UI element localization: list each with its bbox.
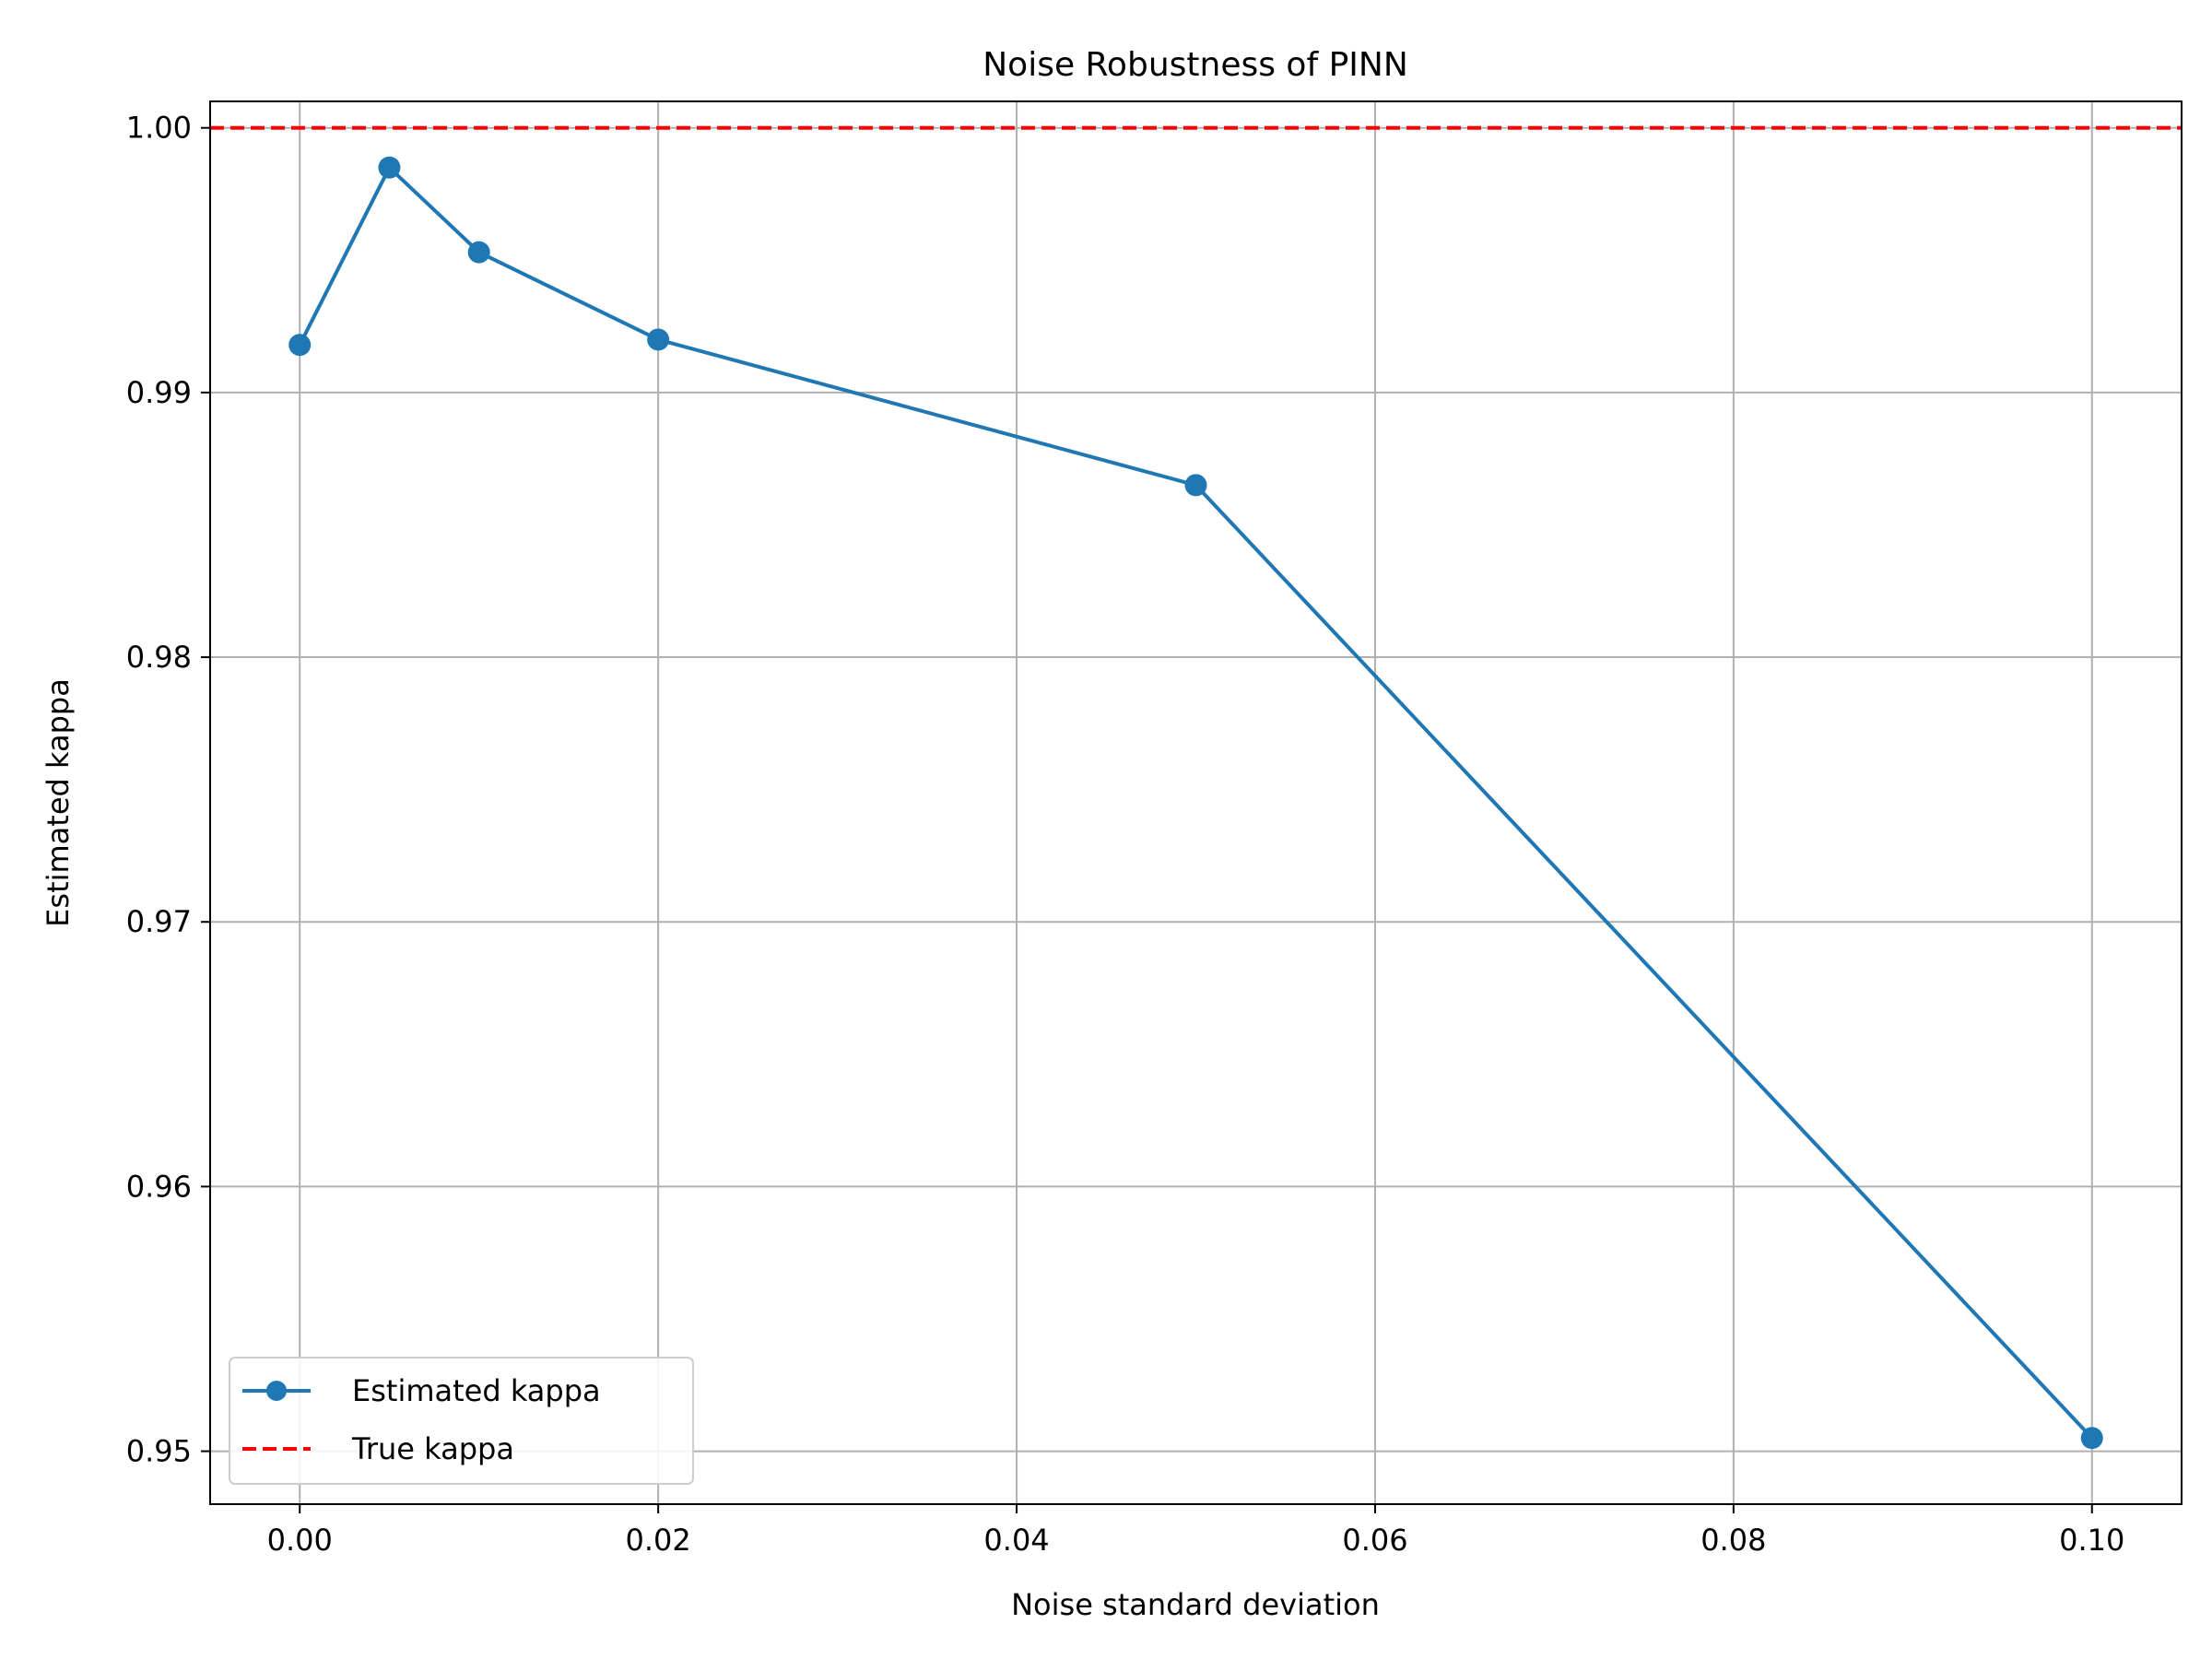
- grid: [210, 101, 2182, 1504]
- data-point: [1184, 474, 1207, 497]
- axis-ticks: 0.00 0.02 0.04 0.06 0.08 0.10 0.95 0.96 0.97 0.98…: [126, 111, 2125, 1558]
- data-point: [378, 156, 401, 179]
- legend-label-estimated-kappa: Estimated kappa: [352, 1373, 601, 1408]
- series-line-estimated-kappa: [298, 165, 2094, 1440]
- y-tick-label: 0.98: [126, 640, 192, 675]
- x-tick-label: 0.10: [2059, 1523, 2124, 1558]
- legend-box: [229, 1357, 694, 1485]
- legend-label-true-kappa: True kappa: [351, 1431, 514, 1466]
- y-tick-label: 0.95: [126, 1434, 192, 1469]
- x-tick-label: 0.06: [1342, 1523, 1407, 1558]
- y-tick-label: 0.97: [126, 904, 192, 939]
- x-tick-label: 0.02: [626, 1523, 691, 1558]
- y-tick-label: 0.99: [126, 375, 192, 410]
- x-tick-label: 0.08: [1700, 1523, 1766, 1558]
- plot-area: [210, 125, 2182, 1450]
- data-point: [2080, 1427, 2103, 1450]
- legend: Estimated kappa True kappa: [229, 1357, 694, 1485]
- data-point: [467, 241, 490, 264]
- x-tick-label: 0.00: [267, 1523, 333, 1558]
- plot-frame: [209, 100, 2183, 1505]
- legend-marker-estimated-kappa: [266, 1381, 287, 1401]
- x-axis-label: Noise standard deviation: [1011, 1587, 1380, 1622]
- chart-title: Noise Robustness of PINN: [982, 46, 1408, 84]
- y-tick-label: 0.96: [126, 1169, 192, 1204]
- legend-entry-true-kappa: True kappa: [242, 1431, 514, 1466]
- legend-entry-estimated-kappa: Estimated kappa: [242, 1373, 601, 1408]
- data-point: [647, 328, 670, 351]
- y-axis-label: Estimated kappa: [41, 678, 76, 927]
- data-point: [288, 334, 312, 357]
- x-tick-label: 0.04: [983, 1523, 1049, 1558]
- y-tick-label: 1.00: [126, 111, 192, 146]
